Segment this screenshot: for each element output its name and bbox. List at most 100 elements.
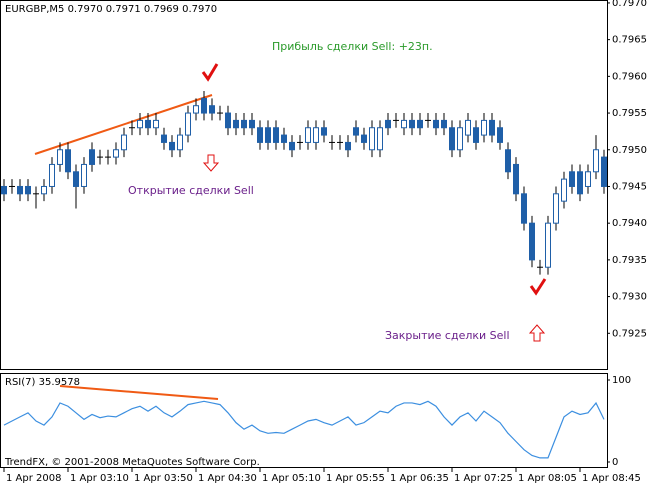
y-tick-label: 0.7940 xyxy=(612,218,647,229)
candle-body xyxy=(57,149,63,165)
candle-body xyxy=(273,127,279,143)
candle-body xyxy=(473,127,479,143)
y-tick-label: 0.7960 xyxy=(612,71,647,82)
candle-body xyxy=(449,127,455,151)
candle-body xyxy=(161,134,167,143)
close-arrow xyxy=(528,324,546,342)
y-tick-label: 0.7950 xyxy=(612,145,647,156)
candle-body xyxy=(361,134,367,143)
y-tick-label: 100 xyxy=(612,375,631,386)
candle-body xyxy=(345,141,351,151)
candle-body xyxy=(489,119,495,136)
candle-body xyxy=(89,149,95,165)
candle-body xyxy=(569,171,575,187)
candle-body xyxy=(353,127,359,136)
y-tick-label: 0.7970 xyxy=(612,0,647,9)
rsi-title: RSI(7) 35.9578 xyxy=(5,377,80,388)
candle-body xyxy=(409,119,415,129)
candle-body xyxy=(289,141,295,151)
x-tick-label: 1 Apr 03:50 xyxy=(134,473,193,484)
candle-body xyxy=(233,119,239,129)
checkmark xyxy=(201,63,219,82)
annotation: Открытие сделки Sell xyxy=(128,184,254,197)
candle-body xyxy=(561,178,567,202)
y-tick-label: 0.7925 xyxy=(612,328,647,339)
candle-body xyxy=(113,149,119,158)
checkmark xyxy=(529,278,547,296)
trend-line xyxy=(59,385,219,400)
x-tick-label: 1 Apr 08:45 xyxy=(582,473,641,484)
candle-body xyxy=(1,185,7,195)
candle-body xyxy=(601,156,607,187)
candle-body xyxy=(313,127,319,143)
candle-body xyxy=(553,193,559,224)
candle-body xyxy=(433,119,439,129)
x-tick-label: 1 Apr 04:30 xyxy=(198,473,257,484)
x-tick-label: 1 Apr 03:10 xyxy=(70,473,129,484)
candle-body xyxy=(249,119,255,129)
candle-body xyxy=(17,185,23,195)
candle-body xyxy=(369,127,375,151)
annotation: Закрытие сделки Sell xyxy=(385,329,510,342)
candle-body xyxy=(441,119,447,129)
candle-body xyxy=(529,222,535,261)
y-tick-label: 0.7955 xyxy=(612,108,647,119)
candle-body xyxy=(385,119,391,129)
candle-body xyxy=(457,127,463,151)
y-tick-label: 0.7930 xyxy=(612,292,647,303)
x-tick-label: 1 Apr 06:35 xyxy=(390,473,449,484)
candle-body xyxy=(153,119,159,129)
candle-body xyxy=(137,119,143,129)
x-tick-label: 1 Apr 2008 xyxy=(6,473,61,484)
y-tick-label: 0 xyxy=(612,457,618,468)
candle-body xyxy=(177,134,183,151)
candle-body xyxy=(241,119,247,129)
chart-title: EURGBP,M5 0.7970 0.7971 0.7969 0.7970 xyxy=(5,4,217,15)
rsi-line xyxy=(3,400,605,459)
candle-body xyxy=(225,112,231,129)
candle-body xyxy=(521,193,527,224)
candle-body xyxy=(417,119,423,129)
y-tick-label: 0.7945 xyxy=(612,181,647,192)
candle-body xyxy=(81,163,87,187)
candle-body xyxy=(265,127,271,143)
annotation: Прибыль сделки Sell: +23п. xyxy=(272,40,433,53)
candle-body xyxy=(201,97,207,114)
candle-body xyxy=(481,119,487,136)
candle-body xyxy=(145,119,151,129)
candle-body xyxy=(401,119,407,129)
candle-body xyxy=(513,163,519,195)
main-panel xyxy=(0,0,608,370)
candle-body xyxy=(49,163,55,187)
candle-body xyxy=(585,171,591,187)
candle-body xyxy=(505,149,511,173)
candle-body xyxy=(73,171,79,187)
candle-body xyxy=(281,134,287,143)
footer: TrendFX, © 2001-2008 MetaQuotes Software… xyxy=(4,457,260,468)
candle-body xyxy=(257,127,263,143)
candle-body xyxy=(593,149,599,173)
candle-body xyxy=(577,171,583,195)
candle-body xyxy=(169,141,175,151)
candle-body xyxy=(545,222,551,268)
candle-body xyxy=(121,134,127,151)
candle-body xyxy=(25,185,31,195)
candle-body xyxy=(321,127,327,136)
candle-body xyxy=(209,105,215,114)
candle-body xyxy=(497,127,503,143)
sell-arrow xyxy=(202,154,220,172)
candle-body xyxy=(41,185,47,195)
candle-body xyxy=(465,119,471,136)
y-tick-label: 0.7965 xyxy=(612,35,647,46)
candle-body xyxy=(185,112,191,136)
candle-body xyxy=(65,149,71,173)
y-tick-label: 0.7935 xyxy=(612,255,647,266)
x-tick-label: 1 Apr 07:25 xyxy=(454,473,513,484)
x-tick-label: 1 Apr 05:55 xyxy=(326,473,385,484)
candle-body xyxy=(305,127,311,143)
trend-line xyxy=(34,94,213,155)
x-tick-label: 1 Apr 08:05 xyxy=(518,473,577,484)
candle-body xyxy=(377,127,383,151)
candle-body xyxy=(193,105,199,114)
